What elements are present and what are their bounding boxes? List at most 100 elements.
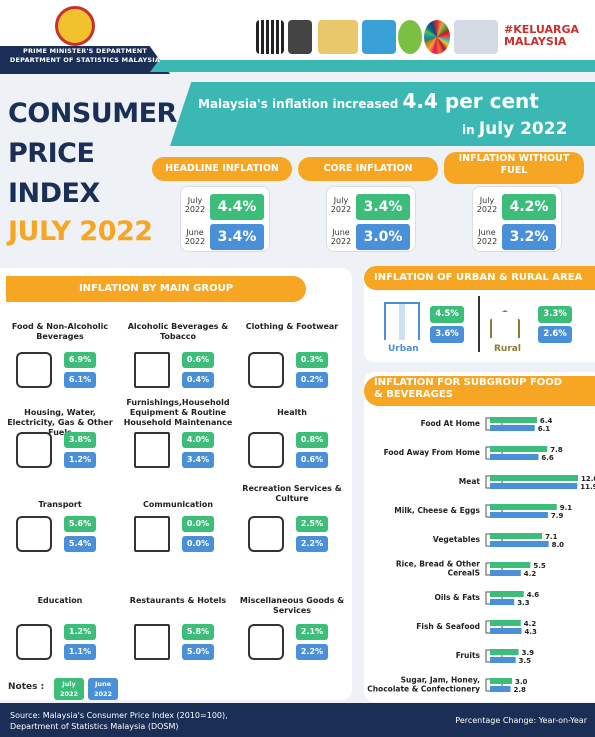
dept-line2: DEPARTMENT OF STATISTICS MALAYSIA [9, 56, 161, 64]
sdg-wheel-logo [424, 20, 450, 54]
bar-value-label: 4.2 [524, 570, 537, 578]
category-label: Food At Home [421, 419, 480, 428]
headline-june-value: 3.2% [502, 224, 556, 250]
bar-june [490, 425, 535, 431]
bar-value-label: 3.5 [519, 657, 532, 665]
group-june-value: 0.0% [182, 536, 214, 552]
statsdigital-logo [454, 20, 498, 54]
group-label: Alcoholic Beverages & Tobacco [127, 322, 229, 341]
group-june-value: 2.2% [296, 536, 328, 552]
bar-value-label: 7.9 [551, 512, 564, 520]
bar-july [490, 475, 578, 481]
main-group-panel [0, 268, 352, 700]
bar-value-label: 8.0 [552, 541, 565, 549]
group-june-value: 1.1% [64, 644, 96, 660]
group-july-value: 5.8% [182, 624, 214, 640]
house-icon [16, 432, 52, 468]
group-label: Furnishings,Household Equipment & Routin… [123, 398, 233, 427]
group-july-value: 0.8% [296, 432, 328, 448]
bar-value-label: 7.1 [545, 533, 558, 541]
keluarga-malaysia-logo: #KELUARGA MALAYSIA [504, 23, 579, 48]
subgroup-bar-chart: Food At Home 6.46.1 Food Away From Home 7.8… [367, 417, 595, 694]
category-label: Meat [459, 477, 481, 486]
bar-july [490, 562, 531, 568]
bar-june [490, 657, 516, 663]
group-july-value: 0.0% [182, 516, 214, 532]
headline-title: INFLATION WITHOUT FUEL [444, 152, 584, 184]
group-june-value: 0.6% [296, 452, 328, 468]
headline-july-value: 4.4% [210, 194, 264, 220]
category-label: Fish & Seafood [416, 622, 480, 631]
title-line2: PRICE [8, 138, 95, 169]
group-july-value: 5.6% [64, 516, 96, 532]
group-label: Restaurants & Hotels [129, 596, 227, 605]
bar-july [490, 417, 537, 423]
category-label: Food Away From Home [384, 448, 480, 457]
sdg-logo [398, 20, 422, 54]
title-line3: INDEX [8, 178, 100, 209]
group-label: Education [37, 596, 83, 605]
headline-june-value: 3.4% [210, 224, 264, 250]
group-label: Health [277, 408, 307, 417]
group-july-value: 1.2% [64, 624, 96, 640]
bottles-icon [134, 352, 170, 388]
june-label: June 2022 [476, 228, 498, 246]
bar-june [490, 628, 522, 634]
bar-june [490, 512, 548, 518]
bar-july [490, 678, 512, 684]
group-label: Miscellaneous Goods & Services [239, 596, 345, 615]
urban-rural-title: INFLATION OF URBAN & RURAL AREA [364, 266, 595, 290]
notes-label: Notes : [8, 682, 45, 692]
bar-june [490, 483, 578, 489]
bar-july [490, 620, 521, 626]
bar-value-label: 4.2 [524, 620, 537, 628]
bar-value-label: 11.9 [580, 483, 595, 491]
headline-july-value: 4.2% [502, 194, 556, 220]
anniversary-logo [318, 20, 358, 54]
group-june-value: 0.4% [182, 372, 214, 388]
group-june-value: 5.0% [182, 644, 214, 660]
headline-banner [170, 82, 595, 146]
farmhouse-icon [490, 310, 520, 338]
header-accent [150, 60, 595, 72]
bar-june [490, 454, 539, 460]
category-label: Fruits [456, 651, 481, 660]
divider [478, 296, 480, 352]
category-label: Sugar, Jam, Honey, Chocolate & Confection… [367, 676, 480, 694]
title-line1: CONSUMER [8, 98, 177, 129]
group-label: Communication [142, 500, 214, 509]
bar-june [490, 541, 549, 547]
bar-value-label: 9.1 [560, 504, 573, 512]
bar-value-label: 3.9 [522, 649, 535, 657]
rural-label: Rural [494, 344, 521, 354]
clothing-icon [248, 352, 284, 388]
group-label: Clothing & Footwear [245, 322, 339, 331]
july-label: July 2022 [330, 196, 352, 214]
bar-value-label: 5.5 [533, 562, 546, 570]
category-label: Vegetables [433, 535, 481, 544]
category-label: Milk, Cheese & Eggs [394, 506, 480, 515]
headline-title: HEADLINE INFLATION [152, 157, 292, 181]
bar-value-label: 2.8 [514, 686, 527, 694]
car-icon [16, 516, 52, 552]
restaurant-icon [134, 624, 170, 660]
category-label: Oils & Fats [434, 593, 480, 602]
group-june-value: 6.1% [64, 372, 96, 388]
bar-value-label: 12.0 [581, 475, 595, 483]
bar-value-label: 7.8 [550, 446, 563, 454]
qr-code-icon [256, 20, 284, 54]
appliance-icon [134, 432, 170, 468]
banner-text1: Malaysia's inflation increased 4.4 per c… [198, 89, 539, 113]
bar-july [490, 533, 543, 539]
headline-title: CORE INFLATION [298, 157, 438, 181]
rural-june: 2.6% [538, 326, 572, 343]
coat-of-arms-logo [55, 6, 95, 46]
bar-value-label: 6.6 [541, 454, 554, 462]
bar-value-label: 6.1 [538, 425, 551, 433]
group-july-value: 2.5% [296, 516, 328, 532]
group-july-value: 0.6% [182, 352, 214, 368]
building-icon [384, 302, 420, 340]
group-june-value: 3.4% [182, 452, 214, 468]
group-june-value: 5.4% [64, 536, 96, 552]
group-label: Food & Non-Alcoholic Beverages [11, 322, 109, 341]
